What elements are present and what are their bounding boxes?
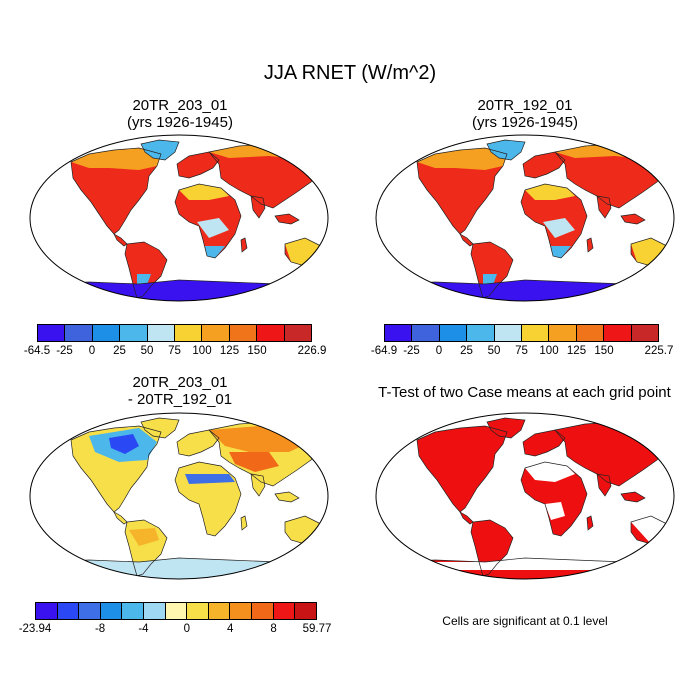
colorbar-label: -25 <box>403 345 420 357</box>
colorbar-swatch <box>576 325 605 341</box>
colorbar-swatch <box>439 325 468 341</box>
colorbar-swatch <box>549 325 577 341</box>
colorbar-swatch <box>385 325 413 341</box>
colorbar-label: 225.7 <box>644 345 674 357</box>
colorbar-label: 226.9 <box>297 345 327 357</box>
colorbar-label: 125 <box>566 345 587 357</box>
panel2-title-line1: 20TR_192_01 <box>477 97 573 114</box>
colorbar-swatch <box>604 325 632 341</box>
map-panel-4 <box>375 412 675 580</box>
colorbar-label: 50 <box>140 345 154 357</box>
colorbar-swatch <box>412 325 440 341</box>
colorbar-label: 4 <box>227 623 234 635</box>
colorbar-swatch <box>120 325 148 341</box>
colorbar-swatch <box>229 325 258 341</box>
colorbar-labels: -23.94 -8 -4 0 4 8 59.77 <box>19 623 332 637</box>
colorbar-label: 25 <box>113 345 126 357</box>
colorbar-swatch <box>494 325 523 341</box>
panel4-title: T-Test of two Case means at each grid po… <box>352 384 697 401</box>
colorbar-swatches <box>37 324 312 342</box>
colorbar-label: 150 <box>247 345 267 357</box>
figure-title: JJA RNET (W/m^2) <box>263 62 437 84</box>
colorbar-label: 8 <box>270 623 277 635</box>
colorbar-swatch <box>147 325 176 341</box>
colorbar-label: 75 <box>168 345 181 357</box>
map-panel-3 <box>29 412 329 580</box>
panel2-title: 20TR_192_01 (yrs 1926-1945) <box>375 97 675 131</box>
panel1-title-line1: 20TR_203_01 <box>132 97 228 114</box>
panel2-title-line2: (yrs 1926-1945) <box>472 114 578 131</box>
colorbar-swatch <box>187 603 209 619</box>
map-panel-1 <box>29 134 329 302</box>
colorbar-swatch <box>467 325 495 341</box>
colorbar-swatch <box>631 325 659 341</box>
colorbar-swatch <box>230 603 253 619</box>
colorbar-swatch <box>36 603 58 619</box>
colorbar-label: 100 <box>539 345 559 357</box>
colorbar-label: 100 <box>192 345 212 357</box>
colorbar-swatch <box>522 325 550 341</box>
colorbar-label: 0 <box>183 623 191 635</box>
colorbar-swatches <box>35 602 317 620</box>
colorbar-panel-1: -64.5 -25 0 25 50 75 100 125 150 226.9 <box>24 324 327 359</box>
colorbar-swatch <box>284 325 312 341</box>
colorbar-swatch <box>273 603 296 619</box>
colorbar-label: -8 <box>94 623 106 635</box>
colorbar-swatch <box>100 603 123 619</box>
colorbar-swatch <box>295 603 316 619</box>
panel3-title-line2: - 20TR_192_01 <box>127 391 233 408</box>
colorbar-swatch <box>38 325 66 341</box>
colorbar-swatch <box>79 603 101 619</box>
map-panel-2 <box>375 134 675 302</box>
colorbar-swatch <box>122 603 145 619</box>
colorbar-label: 75 <box>515 345 528 357</box>
panel4-title-line1: T-Test of two Case means at each grid po… <box>378 384 671 401</box>
colorbar-swatch <box>208 603 231 619</box>
colorbar-swatch <box>92 325 121 341</box>
panel1-title: 20TR_203_01 (yrs 1926-1945) <box>30 97 330 131</box>
colorbar-label: -23.94 <box>18 623 52 635</box>
significance-note: Cells are significant at 0.1 level <box>442 614 608 628</box>
colorbar-labels: -64.9 -25 0 25 50 75 100 125 150 225.7 <box>371 345 674 359</box>
colorbar-label: 59.77 <box>302 623 332 635</box>
colorbar-label: 50 <box>487 345 501 357</box>
colorbar-swatch <box>165 603 188 619</box>
colorbar-label: 0 <box>435 345 443 357</box>
colorbar-label: -64.9 <box>370 345 398 357</box>
colorbar-swatch <box>144 603 166 619</box>
colorbar-label: -64.5 <box>23 345 51 357</box>
colorbar-labels: -64.5 -25 0 25 50 75 100 125 150 226.9 <box>24 345 327 359</box>
colorbar-swatch <box>257 325 285 341</box>
colorbar-label: -4 <box>138 623 149 635</box>
colorbar-swatch <box>252 603 274 619</box>
colorbar-panel-2: -64.9 -25 0 25 50 75 100 125 150 225.7 <box>371 324 674 359</box>
colorbar-swatch <box>175 325 203 341</box>
colorbar-swatches <box>384 324 659 342</box>
panel3-title: 20TR_203_01 - 20TR_192_01 <box>30 374 330 408</box>
colorbar-label: 0 <box>88 345 96 357</box>
colorbar-label: 125 <box>219 345 240 357</box>
panel3-title-line1: 20TR_203_01 <box>132 374 228 391</box>
panel1-title-line2: (yrs 1926-1945) <box>127 114 233 131</box>
colorbar-swatch <box>65 325 93 341</box>
colorbar-label: 150 <box>594 345 614 357</box>
colorbar-swatch <box>202 325 230 341</box>
colorbar-label: -25 <box>56 345 73 357</box>
colorbar-panel-3: -23.94 -8 -4 0 4 8 59.77 <box>19 602 332 637</box>
colorbar-label: 25 <box>460 345 473 357</box>
colorbar-swatch <box>57 603 80 619</box>
